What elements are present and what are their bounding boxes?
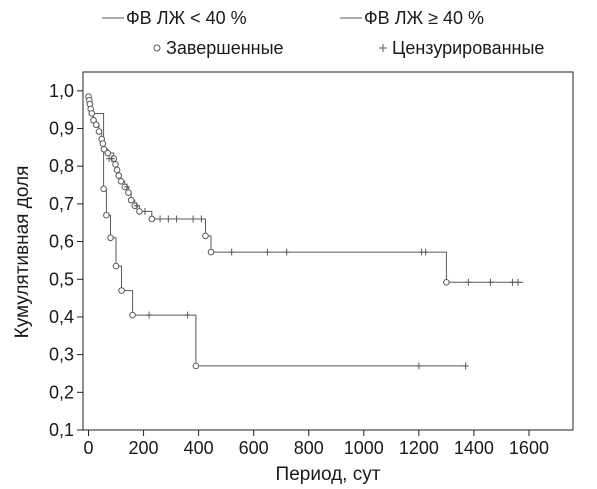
censored-point [124,183,131,191]
censored-point [165,215,172,223]
y-axis-label: Кумулятивная доля [12,166,33,339]
censored-point [422,248,429,256]
x-axis-label: Период, сут [276,464,381,485]
series-step-line [88,96,524,283]
event-point [117,177,125,185]
censored-point [198,215,205,223]
y-tick-label: 0,3 [49,345,74,365]
event-point [202,232,209,240]
censored-point [487,278,494,286]
censored-point [415,362,422,370]
censored-point [133,202,140,210]
y-tick-label: 0,7 [49,194,74,214]
event-point [127,196,135,204]
x-tick-label: 1600 [509,438,549,458]
series-layer [85,93,524,370]
legend-label-censored: Цензурированные [392,38,544,58]
y-tick-label: 0,1 [49,420,74,440]
censored-point [228,248,235,256]
event-point [107,234,114,242]
plot-frame [82,71,574,431]
event-point [115,172,123,179]
event-point [113,166,121,174]
event-point [100,185,107,193]
censored-point [146,311,153,319]
event-point [192,362,200,370]
legend: ФВ ЛЖ < 40 % ФВ ЛЖ ≥ 40 % Завершенные Це… [102,8,544,58]
event-point [118,287,125,294]
x-axis: 0 200 400 600 800 1000 1200 1400 1600 [83,430,549,458]
series-lvef-low [88,113,469,370]
censored-point [141,207,148,215]
event-point [104,149,112,157]
legend-marker-completed [153,44,161,52]
event-point [103,211,110,219]
y-tick-label: 0,2 [49,382,74,402]
y-tick-label: 0,9 [49,119,74,139]
x-tick-label: 600 [239,438,269,458]
censored-point [157,215,164,223]
legend-marker-censored [379,44,387,52]
event-point [112,161,119,168]
y-tick-label: 0,5 [49,269,74,289]
event-point [129,311,136,319]
x-tick-label: 1400 [454,438,494,458]
event-point [125,189,132,196]
series-lvef-high [85,93,524,286]
legend-label-lvef-low: ФВ ЛЖ < 40 % [126,8,247,28]
censored-point [509,278,516,286]
x-tick-label: 200 [129,438,159,458]
censored-point [190,215,197,223]
event-point [99,140,107,147]
x-tick-label: 800 [294,438,324,458]
censored-point [264,248,271,256]
event-point [207,248,215,256]
censored-point [283,248,290,256]
event-point [136,208,143,215]
x-tick-label: 1000 [344,438,384,458]
y-tick-label: 1,0 [49,81,74,101]
x-tick-label: 0 [83,438,93,458]
event-point [112,262,120,270]
censored-point [108,155,115,163]
y-tick-label: 0,4 [49,307,74,327]
x-tick-label: 1200 [399,438,439,458]
y-tick-label: 0,8 [49,156,74,176]
event-point [443,278,450,286]
event-point [92,121,100,129]
censored-point [514,278,521,286]
y-axis: 0,1 0,2 0,3 0,4 0,5 0,6 0,7 0,8 0,9 1,0 [49,81,83,440]
legend-label-lvef-high: ФВ ЛЖ ≥ 40 % [364,8,484,28]
event-point [88,110,96,117]
event-point [100,145,108,153]
legend-label-completed: Завершенные [166,38,284,58]
censored-point [184,311,191,319]
censored-point [465,278,472,286]
series-step-line [88,113,469,367]
censored-point [462,362,469,370]
event-point [148,215,156,223]
censored-point [173,215,180,223]
event-point [95,128,103,135]
y-tick-label: 0,6 [49,232,74,252]
x-tick-label: 400 [184,438,214,458]
